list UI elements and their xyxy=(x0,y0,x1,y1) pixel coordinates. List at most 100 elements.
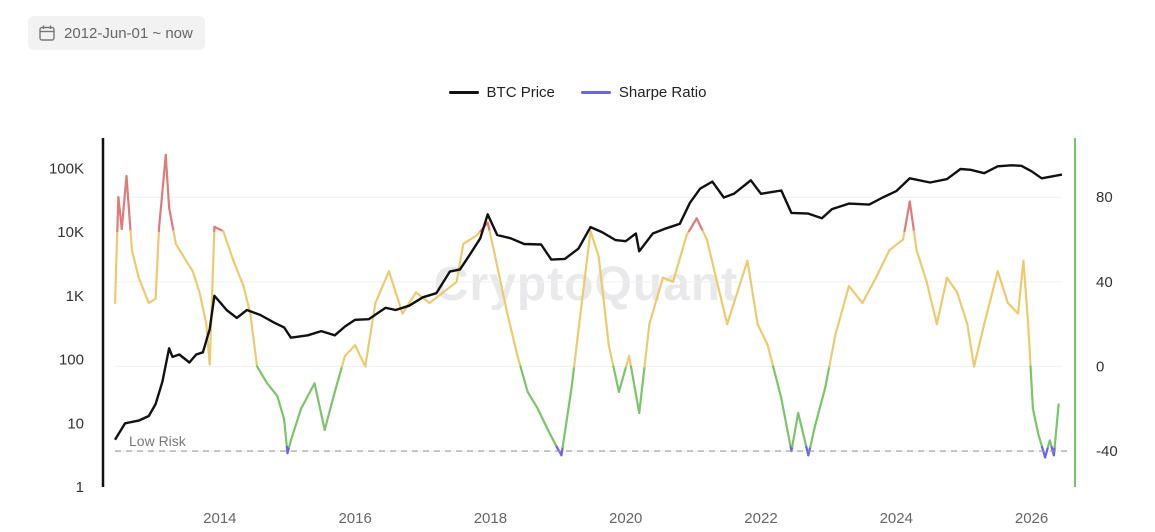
low-risk-label: Low Risk xyxy=(129,433,187,449)
chart-legend: BTC Price Sharpe Ratio xyxy=(0,84,1155,101)
sharpe-ratio-segment xyxy=(1027,323,1032,368)
sharpe-ratio-segment xyxy=(283,418,288,448)
sharpe-ratio-segment xyxy=(374,270,391,305)
sharpe-ratio-segment xyxy=(172,229,177,245)
sharpe-ratio-segment xyxy=(847,284,864,305)
sharpe-ratio-segment xyxy=(340,354,347,368)
right-tick-label: 0 xyxy=(1096,358,1104,375)
sharpe-ratio-segment xyxy=(966,323,976,368)
sharpe-ratio-segment xyxy=(120,174,128,231)
sharpe-ratio-segment xyxy=(191,270,201,294)
sharpe-ratio-segment xyxy=(1031,407,1040,436)
sharpe-ratio-segment xyxy=(1043,445,1050,459)
sharpe-ratio-segment xyxy=(814,386,827,427)
sharpe-ratio-segment xyxy=(695,217,704,233)
sharpe-ratio-segment xyxy=(249,312,259,368)
right-tick-label: -40 xyxy=(1096,443,1118,460)
sharpe-ratio-segment xyxy=(266,382,279,398)
left-tick-label: 100 xyxy=(59,352,84,369)
sharpe-ratio-segment xyxy=(129,229,134,252)
sharpe-ratio-series xyxy=(113,153,1060,459)
left-tick-label: 100K xyxy=(49,160,84,177)
sharpe-ratio-segment xyxy=(488,229,495,252)
sharpe-ratio-segment xyxy=(1037,433,1044,448)
legend-item-sharpe-ratio[interactable]: Sharpe Ratio xyxy=(580,84,707,101)
sharpe-ratio-segment xyxy=(276,394,286,421)
sharpe-ratio-segment xyxy=(519,365,529,393)
legend-label-sharpe-ratio: Sharpe Ratio xyxy=(618,84,707,101)
x-tick-label: 2024 xyxy=(880,510,913,527)
sharpe-ratio-segment xyxy=(289,407,303,442)
sharpe-ratio-segment xyxy=(354,344,367,368)
sharpe-ratio-segment xyxy=(671,234,688,283)
sharpe-ratio-segment xyxy=(213,225,225,233)
x-tick-label: 2018 xyxy=(474,510,507,527)
sharpe-ratio-segment xyxy=(455,242,465,283)
left-tick-label: 1 xyxy=(76,479,84,496)
btc-price-series xyxy=(113,164,1063,441)
sharpe-ratio-segment xyxy=(915,249,928,283)
sharpe-ratio-segment xyxy=(441,280,458,294)
sharpe-ratio-segment xyxy=(925,280,938,326)
left-tick-label: 1K xyxy=(66,288,84,305)
sharpe-ratio-segment xyxy=(589,229,600,258)
sharpe-ratio-segment xyxy=(462,234,478,245)
sharpe-ratio-segment xyxy=(387,270,404,315)
date-range-picker[interactable]: 2012-Jun-01 ~ now xyxy=(28,16,205,50)
sharpe-ratio-segment xyxy=(888,238,905,252)
x-tick-label: 2022 xyxy=(744,510,777,527)
sharpe-ratio-segment xyxy=(364,301,377,368)
sharpe-ratio-segment xyxy=(147,297,157,305)
sharpe-ratio-segment xyxy=(130,249,140,279)
legend-label-btc-price: BTC Price xyxy=(486,84,555,101)
sharpe-ratio-segment xyxy=(756,323,769,347)
x-tick-label: 2026 xyxy=(1015,510,1048,527)
sharpe-ratio-segment xyxy=(648,276,665,326)
sharpe-ratio-segment xyxy=(154,229,160,300)
sharpe-ratio-segment xyxy=(824,365,831,389)
sharpe-ratio-segment xyxy=(834,284,851,336)
sharpe-ratio-segment xyxy=(164,153,171,209)
sharpe-ratio-segment xyxy=(912,229,918,252)
legend-swatch-sharpe-ratio xyxy=(580,91,611,94)
sharpe-ratio-segment xyxy=(726,291,739,326)
sharpe-ratio-segment xyxy=(546,428,558,448)
sharpe-ratio-segment xyxy=(174,242,188,262)
sharpe-ratio-segment xyxy=(570,365,576,389)
sharpe-ratio-segment xyxy=(323,390,336,431)
legend-item-btc-price[interactable]: BTC Price xyxy=(448,84,555,101)
sharpe-ratio-segment xyxy=(935,276,949,326)
sharpe-ratio-segment xyxy=(1022,259,1030,326)
sharpe-ratio-segment xyxy=(661,276,675,283)
annotations: Low Risk xyxy=(115,433,1068,452)
sharpe-ratio-segment xyxy=(516,354,522,368)
sharpe-ratio-segment xyxy=(1016,259,1025,315)
sharpe-ratio-segment xyxy=(638,365,646,415)
sharpe-ratio-segment xyxy=(168,206,175,233)
sharpe-ratio-segment xyxy=(612,365,621,393)
right-tick-label: 40 xyxy=(1096,274,1113,291)
sharpe-ratio-segment xyxy=(772,365,783,400)
sharpe-ratio-segment xyxy=(874,249,891,279)
sharpe-ratio-segment xyxy=(809,424,817,448)
sharpe-ratio-segment xyxy=(629,365,641,415)
sharpe-ratio-segment xyxy=(492,249,509,315)
sharpe-ratio-segment xyxy=(996,270,1009,305)
sharpe-ratio-segment xyxy=(428,291,445,305)
x-tick-label: 2014 xyxy=(203,510,236,527)
sharpe-ratio-segment xyxy=(125,174,132,233)
sharpe-ratio-segment xyxy=(901,229,906,241)
sharpe-ratio-segment xyxy=(486,221,491,233)
sharpe-ratio-segment xyxy=(343,344,357,357)
sharpe-ratio-segment xyxy=(242,284,252,315)
x-tick-label: 2016 xyxy=(338,510,371,527)
sharpe-ratio-segment xyxy=(573,301,583,368)
sharpe-ratio-segment xyxy=(198,291,208,326)
sharpe-ratio-segment xyxy=(972,323,986,368)
sharpe-ratio-segment xyxy=(617,365,628,393)
sharpe-ratio-segment xyxy=(506,312,519,357)
sharpe-ratio-segment xyxy=(791,411,800,448)
btc-price-line xyxy=(113,164,1063,441)
x-tick-label: 2020 xyxy=(609,510,642,527)
